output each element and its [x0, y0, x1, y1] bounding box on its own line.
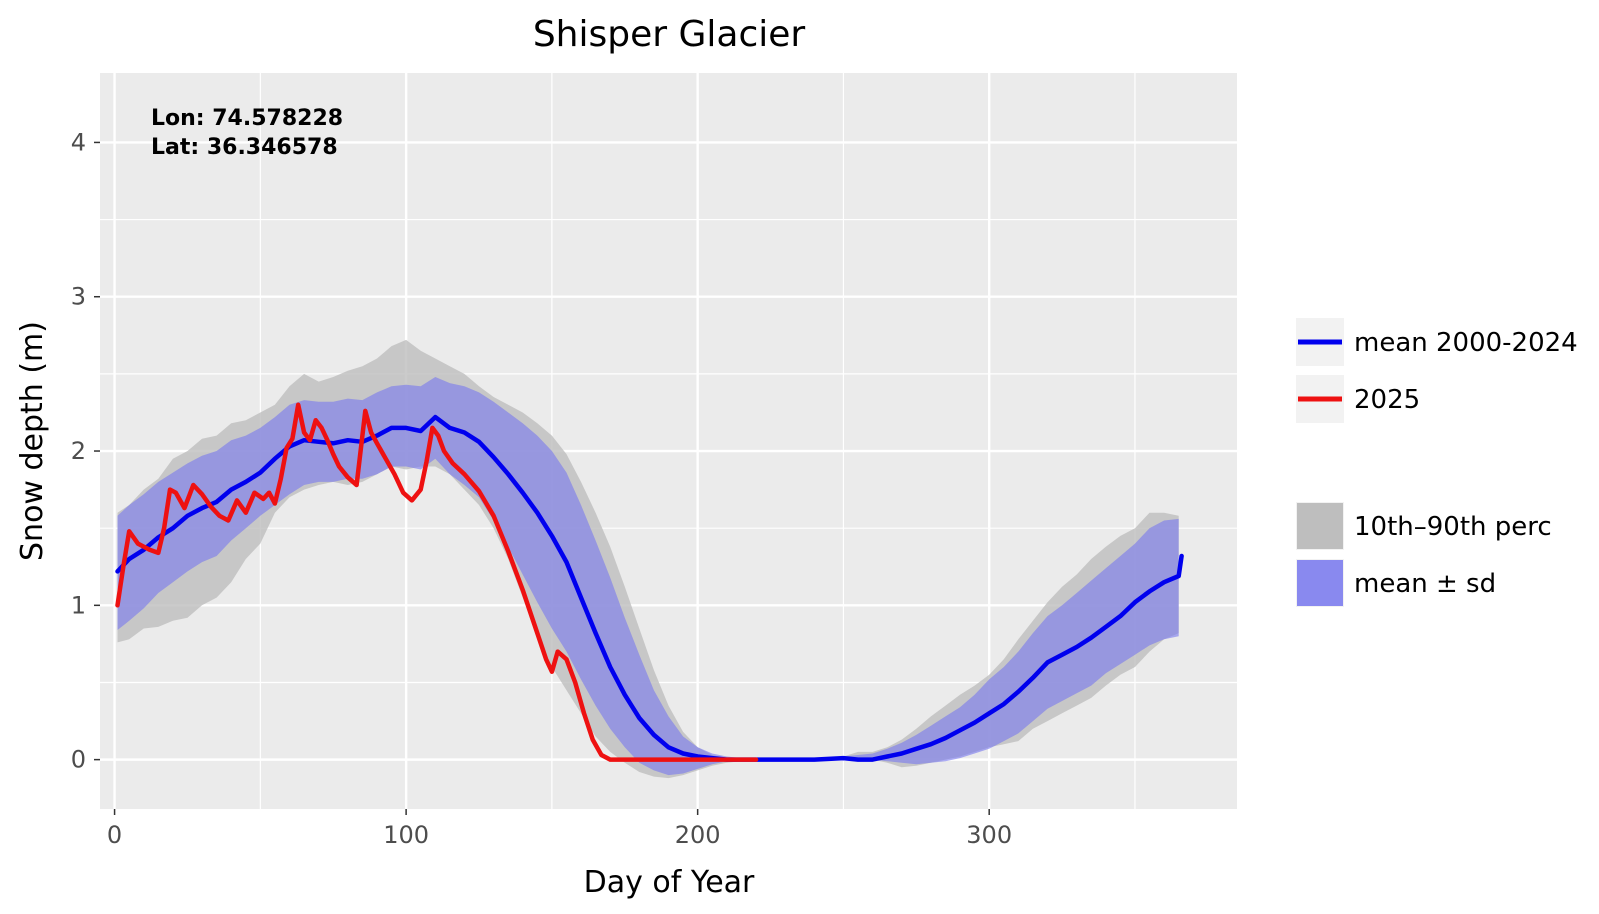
x-tick-label: 100 — [383, 821, 429, 849]
legend-label: 10th–90th perc — [1354, 512, 1552, 542]
y-axis-label: Snow depth (m) — [15, 321, 50, 561]
x-axis-ticks: 0 100 200 300 — [107, 809, 1012, 849]
legend-swatch-sd — [1297, 560, 1343, 606]
series-line-2025 — [115, 402, 759, 762]
legend-swatch-percentile — [1297, 503, 1343, 549]
y-tick-label: 3 — [71, 283, 86, 311]
x-tick-label: 300 — [966, 821, 1012, 849]
y-axis-ticks: 0 1 2 3 4 — [71, 128, 100, 774]
legend: mean 2000-2024 2025 10th–90th perc mean ± s… — [1296, 318, 1578, 607]
annotation-lon: Lon: 74.578228 — [151, 106, 343, 131]
y-tick-label: 0 — [71, 746, 86, 774]
legend-label: 2025 — [1354, 385, 1420, 415]
y-tick-label: 1 — [71, 591, 86, 619]
legend-label: mean 2000-2024 — [1354, 328, 1578, 358]
band-mean-sd — [117, 377, 1179, 776]
x-tick-label: 0 — [107, 821, 122, 849]
chart-title: Shisper Glacier — [533, 14, 806, 55]
x-axis-label: Day of Year — [584, 865, 755, 900]
y-tick-label: 4 — [71, 128, 86, 156]
y-tick-label: 2 — [71, 437, 86, 465]
x-tick-label: 200 — [675, 821, 721, 849]
annotation-lat: Lat: 36.346578 — [151, 135, 338, 160]
lines — [115, 402, 1184, 762]
legend-label: mean ± sd — [1354, 569, 1496, 599]
